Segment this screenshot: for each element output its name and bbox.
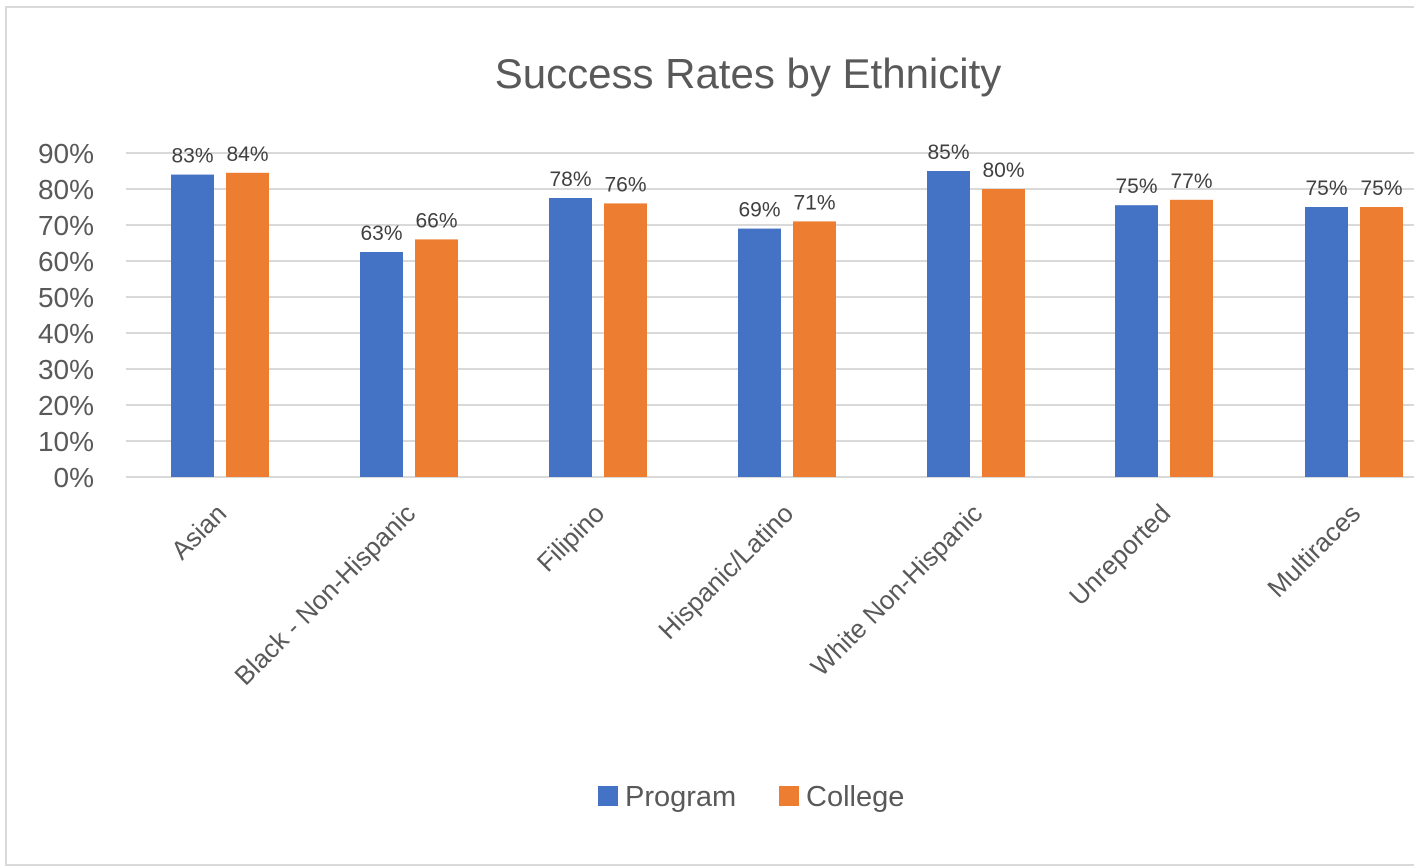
category-label: Filipino [531, 498, 610, 577]
bar-program [171, 174, 214, 477]
data-label: 75% [1305, 177, 1347, 200]
data-label: 66% [415, 209, 457, 232]
bar-college [1360, 207, 1403, 477]
data-label: 77% [1170, 170, 1212, 193]
category-label: Asian [165, 498, 232, 565]
category-label: Hispanic/Latino [652, 498, 799, 645]
legend-swatch-program [598, 786, 618, 806]
chart-title: Success Rates by Ethnicity [495, 50, 1002, 97]
data-label: 76% [604, 173, 646, 196]
category-label: White Non-Hispanic [805, 498, 989, 682]
y-tick-label: 80% [38, 174, 94, 205]
data-labels: 83% 84% 63% 66% 78% 76% 69% 71% 85% 80% 75% 77% 75% 7… [171, 141, 1402, 245]
y-tick-label: 90% [38, 138, 94, 169]
data-label: 63% [360, 222, 402, 245]
y-tick-label: 10% [38, 426, 94, 457]
data-label: 78% [549, 168, 591, 191]
category-label: Multiraces [1261, 498, 1366, 603]
legend-label-college: College [806, 781, 904, 813]
y-tick-label: 40% [38, 318, 94, 349]
data-label: 71% [793, 191, 835, 214]
bar-program [738, 228, 781, 477]
data-label: 80% [982, 159, 1024, 182]
bar-college [226, 172, 269, 478]
data-label: 85% [927, 141, 969, 164]
y-axis-ticks: 0% 10% 20% 30% 40% 50% 60% 70% 80% 90% [38, 138, 94, 493]
category-label: Black - Non-Hispanic [228, 498, 421, 691]
bar-program [1305, 207, 1348, 477]
data-label: 75% [1115, 175, 1157, 198]
y-tick-label: 50% [38, 282, 94, 313]
bar-college [1170, 199, 1213, 478]
y-tick-label: 60% [38, 246, 94, 277]
data-label: 69% [738, 199, 780, 222]
data-label: 83% [171, 145, 213, 168]
y-tick-label: 30% [38, 354, 94, 385]
y-tick-label: 70% [38, 210, 94, 241]
bar-college [793, 221, 836, 477]
y-tick-label: 0% [54, 462, 94, 493]
legend: Program College [598, 781, 904, 813]
legend-swatch-college [779, 786, 799, 806]
legend-label-program: Program [625, 781, 736, 813]
bar-program [549, 198, 592, 477]
bar-college [415, 239, 458, 477]
bar-program [1115, 205, 1158, 477]
data-label: 84% [226, 143, 268, 166]
bars [171, 171, 1403, 478]
bar-college [604, 203, 647, 477]
bar-program [927, 171, 970, 477]
y-tick-label: 20% [38, 390, 94, 421]
data-label: 75% [1360, 177, 1402, 200]
bar-college [982, 189, 1025, 477]
bar-program [360, 252, 403, 477]
category-label: Unreported [1063, 498, 1176, 611]
